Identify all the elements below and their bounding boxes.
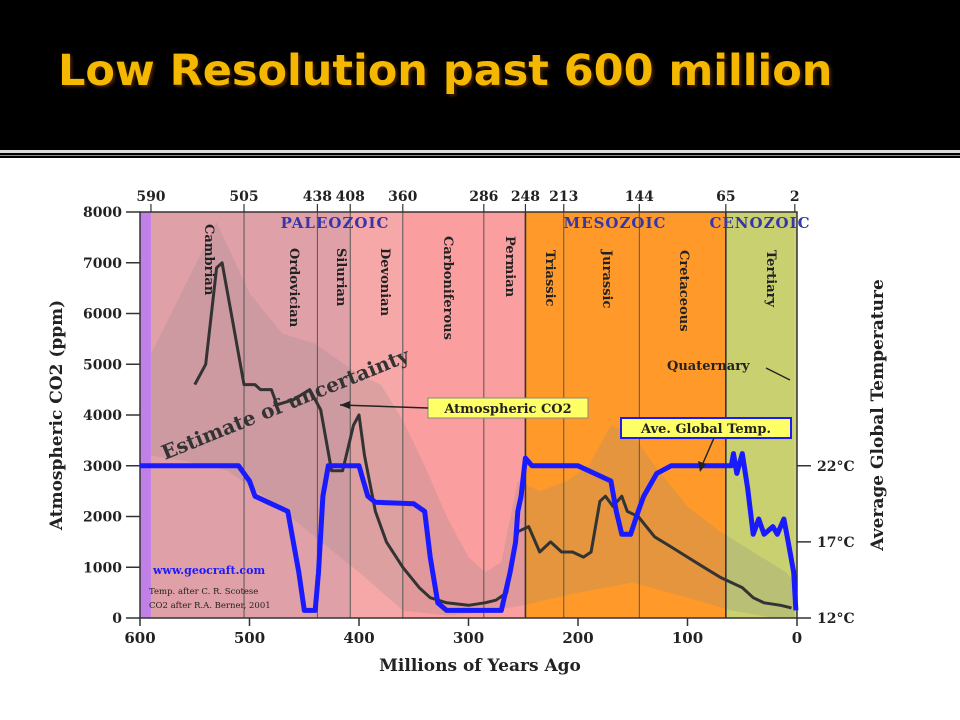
period-label-devonian: Devonian <box>377 248 392 317</box>
period-label-cretaceous: Cretaceous <box>676 250 691 332</box>
period-band-cambrian <box>150 212 245 618</box>
temperature-line <box>140 451 799 613</box>
y-axis-title: Atmospheric CO2 (ppm) <box>47 300 67 531</box>
era-label-paleozoic: PALEOZOIC <box>281 214 390 232</box>
title-divider <box>0 150 960 153</box>
top-tick-label: 438 <box>303 189 332 205</box>
period-label-triassic: Triassic <box>542 250 557 307</box>
period-band-quaternary <box>794 212 797 618</box>
y-tick-label: 2000 <box>83 510 122 526</box>
page-title: Low Resolution past 600 million <box>58 46 833 96</box>
co2-arrow <box>339 404 429 409</box>
period-label-tertiary: Tertiary <box>763 250 778 308</box>
top-tick-label: 144 <box>625 189 654 205</box>
co2-arrowhead <box>340 401 350 409</box>
x-tick-label: 300 <box>453 629 484 647</box>
period-label-ordovician: Ordovician <box>286 248 301 328</box>
x-tick-label: 600 <box>124 629 155 647</box>
top-tick-label: 213 <box>549 189 578 205</box>
era-label-cenozoic: CENOZOIC <box>709 214 810 232</box>
y-tick-label: 6000 <box>83 307 122 323</box>
temp-tick-label: 22°C <box>817 459 855 475</box>
title-divider-thin <box>0 155 960 156</box>
temp-label-box <box>620 417 792 439</box>
period-band-cretaceous <box>639 212 726 618</box>
y-tick-label: 1000 <box>83 560 122 576</box>
x-axis-title: Millions of Years Ago <box>379 656 581 676</box>
x-tick-label: 0 <box>792 629 802 647</box>
x-tick-label: 400 <box>343 629 374 647</box>
co2-line <box>193 261 792 610</box>
title-bar: Low Resolution past 600 million <box>0 0 960 148</box>
period-band-tertiary <box>725 212 795 618</box>
co2-series <box>193 261 792 610</box>
temperature-series <box>140 451 799 613</box>
temp-tick-label: 17°C <box>817 535 855 551</box>
period-label-jurassic: Jurassic <box>599 249 614 308</box>
y-axis-title-right: Average Global Temperature <box>868 279 888 552</box>
x-tick-label: 500 <box>234 629 265 647</box>
x-tick-label: 200 <box>562 629 593 647</box>
y-tick-label: 3000 <box>83 459 122 475</box>
top-tick-label: 286 <box>469 189 498 205</box>
period-label-cambrian: Cambrian <box>201 224 216 296</box>
period-label-carboniferous: Carboniferous <box>440 236 455 340</box>
period-label-silurian: Silurian <box>333 248 348 307</box>
top-tick-label: 590 <box>136 189 165 205</box>
top-tick-label: 360 <box>388 189 417 205</box>
top-tick-label: 248 <box>511 189 540 205</box>
y-tick-label: 5000 <box>83 357 122 373</box>
top-tick-label: 408 <box>336 189 365 205</box>
top-tick-label: 2 <box>790 189 800 205</box>
period-labels: Cambrian Ordovician Silurian Devonian Carbon… <box>201 224 778 340</box>
era-labels: PALEOZOIC MESOZOIC CENOZOIC <box>281 214 810 232</box>
slide-content: PALEOZOIC MESOZOIC CENOZOIC Cambrian Ordovi… <box>0 158 960 720</box>
quaternary-arrow <box>765 367 791 381</box>
period-label-permian: Permian <box>502 236 517 298</box>
top-tick-label: 65 <box>716 189 735 205</box>
period-band-ordovician <box>244 212 318 618</box>
source-note-co2: CO2 after R.A. Berner, 2001 <box>149 601 271 611</box>
temp-arrowhead <box>698 461 706 472</box>
y-tick-label: 8000 <box>83 205 122 221</box>
co2-label: Atmospheric CO2 <box>443 402 571 417</box>
temp-tick-label: 12°C <box>817 611 855 627</box>
temp-label: Ave. Global Temp. <box>640 422 771 437</box>
precambrian-band <box>140 212 151 618</box>
era-label-mesozoic: MESOZOIC <box>564 214 667 232</box>
top-tick-label: 505 <box>229 189 258 205</box>
quaternary-label: Quaternary <box>667 359 750 374</box>
y-tick-label: 4000 <box>83 408 122 424</box>
source-url: www.geocraft.com <box>152 564 265 577</box>
x-tick-label: 100 <box>672 629 703 647</box>
y-tick-label: 7000 <box>83 256 122 272</box>
y-tick-label: 0 <box>112 611 122 627</box>
co2-temperature-chart: PALEOZOIC MESOZOIC CENOZOIC Cambrian Ordovi… <box>47 189 888 676</box>
source-note-temp: Temp. after C. R. Scotese <box>149 587 258 597</box>
